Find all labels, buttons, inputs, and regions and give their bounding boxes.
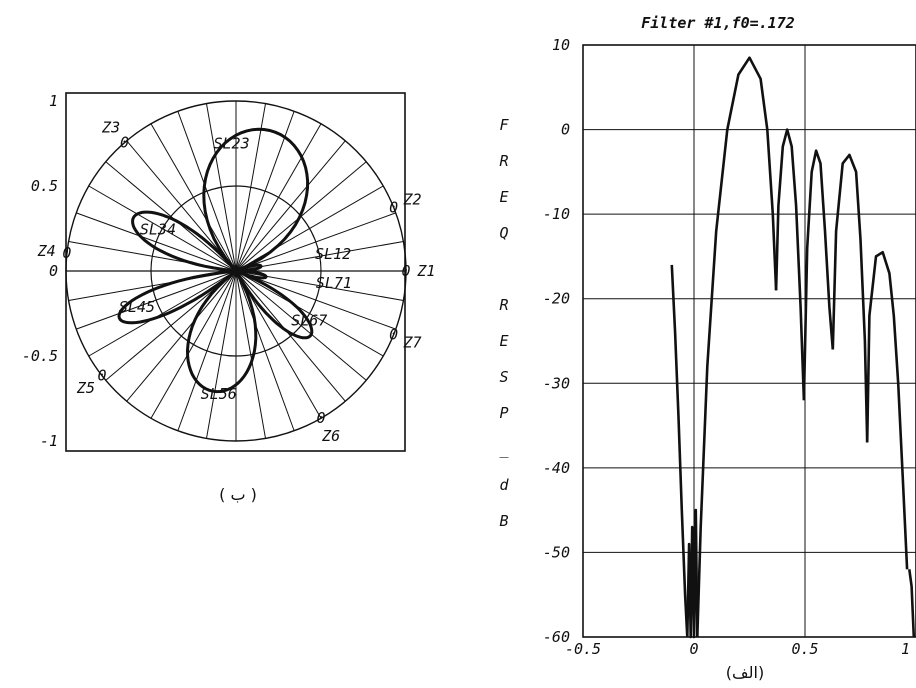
freq-gridlines (583, 45, 916, 637)
freq-y-axis-letter: P (499, 404, 508, 422)
polar-lobe-label: SL67 (291, 311, 327, 329)
polar-y-tick-label: -0.5 (22, 347, 58, 365)
polar-zero-label: Z4 (37, 242, 56, 260)
freq-series-line (831, 153, 869, 443)
freq-y-axis-letter: E (499, 188, 508, 206)
freq-series-line (686, 508, 699, 639)
freq-y-tick-labels: 10 0 -10 -20 -30 -40 -50 -60 (543, 36, 570, 646)
polar-lobe-label: SL71 (316, 274, 352, 292)
freq-y-tick-label: -30 (543, 374, 570, 392)
polar-caption: ( ب ) (219, 485, 257, 504)
polar-zero-marker: 0 (316, 409, 325, 427)
freq-y-tick-label: -60 (543, 628, 570, 646)
polar-zero-label: Z2 (403, 191, 422, 209)
freq-x-tick-label: -0.5 (565, 640, 601, 658)
freq-y-axis-letter: B (499, 512, 508, 530)
polar-y-tick-label: 0.5 (31, 177, 58, 195)
polar-lobe-label: SL56 (201, 385, 237, 403)
polar-zero-label: Z3 (101, 118, 120, 136)
freq-y-tick-label: -40 (543, 459, 570, 477)
freq-x-tick-label: 0.5 (791, 640, 818, 658)
polar-y-tick-labels: 1 0.5 0 -0.5 -1 (22, 92, 58, 450)
polar-zero-marker: 0 (62, 244, 71, 262)
freq-y-axis-letter: R (499, 152, 508, 170)
frequency-response-chart: Filter #1,f0=.172 100-10-20-30-40-50-60 … (499, 14, 916, 682)
polar-lobe-labels: SL23 SL34 SL12 SL71 SL45 SL67 SL56 (119, 135, 352, 403)
freq-plot-frame (582, 44, 916, 638)
freq-y-axis-letter: R (499, 296, 508, 314)
polar-zero-label: Z5 (76, 379, 95, 397)
polar-zero-marker: 0 (389, 326, 398, 344)
freq-y-axis-letter: S (499, 368, 508, 386)
freq-y-axis-letter: Q (499, 224, 508, 242)
polar-lobe-label: SL45 (119, 298, 155, 316)
freq-y-tick-label: 10 (552, 36, 570, 54)
freq-series-line (865, 250, 909, 570)
freq-y-tick-label: 0 (561, 121, 570, 139)
freq-series-line (774, 128, 806, 401)
polar-lobe-label: SL23 (213, 135, 249, 153)
polar-zero-marker: 0 (401, 262, 410, 280)
freq-chart-title: Filter #1,f0=.172 (641, 14, 795, 32)
freq-y-tick-label: -20 (543, 290, 570, 308)
freq-series-line (802, 149, 835, 401)
freq-y-axis-letter: F (499, 116, 509, 134)
polar-lobe-label: SL34 (140, 220, 176, 238)
polar-zero-label: Z1 (416, 262, 435, 280)
freq-x-tick-label: 1 (901, 640, 910, 658)
polar-response-curve (117, 127, 314, 394)
freq-series (670, 56, 916, 639)
polar-zero-label: Z6 (321, 427, 340, 445)
polar-zero-label: Z7 (403, 333, 422, 351)
freq-x-tick-labels: -0.5 0 0.5 1 (565, 640, 910, 658)
polar-y-tick-label: -1 (40, 432, 58, 450)
freq-series-line (908, 569, 916, 638)
freq-y-tick-label: -50 (543, 543, 570, 561)
polar-zero-marker: 0 (120, 134, 129, 152)
freq-y-axis-letter: d (499, 476, 509, 494)
freq-series-line (696, 56, 778, 638)
polar-y-tick-label: 1 (49, 92, 58, 110)
polar-lobe-label: SL12 (315, 245, 351, 263)
polar-zero-marker: 0 (389, 198, 398, 216)
freq-y-tick-label: -10 (543, 205, 570, 223)
polar-y-tick-label: 0 (49, 262, 58, 280)
freq-x-tick-label: 0 (689, 640, 698, 658)
polar-zero-marker: 0 (98, 367, 107, 385)
freq-y-axis-letter: _ (499, 440, 509, 458)
freq-series-line (670, 264, 689, 638)
freq-y-axis-letter: E (499, 332, 508, 350)
freq-caption: (الف) (726, 663, 764, 682)
